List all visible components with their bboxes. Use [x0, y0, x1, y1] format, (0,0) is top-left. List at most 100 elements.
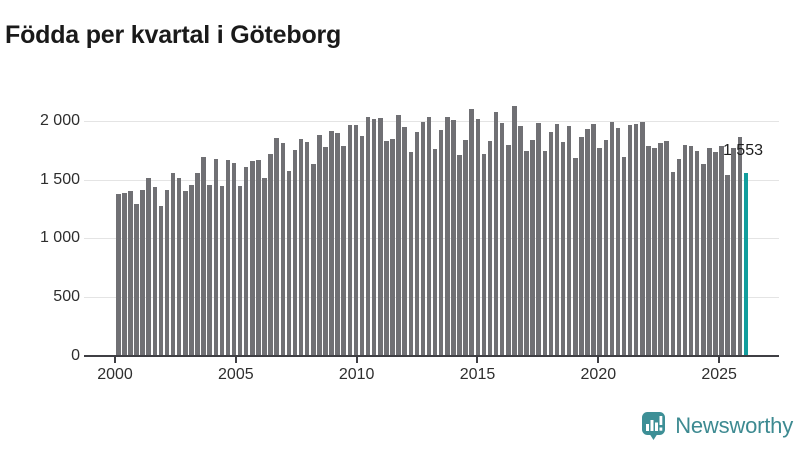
- bar: [378, 118, 383, 355]
- bar: [731, 147, 736, 355]
- y-tick-label: 1 000: [39, 229, 80, 247]
- bar: [725, 174, 730, 355]
- bar: [506, 145, 511, 355]
- bar: [371, 118, 377, 355]
- bar: [189, 184, 194, 355]
- bar: [518, 125, 523, 355]
- bar: [213, 159, 218, 355]
- x-tick-label: 2000: [97, 366, 133, 383]
- bar: [183, 190, 188, 355]
- bar: [207, 185, 212, 355]
- bar: [201, 157, 206, 355]
- bar: [231, 163, 237, 355]
- bar: [353, 124, 359, 355]
- bar-highlighted: [743, 172, 749, 355]
- bar: [713, 151, 718, 355]
- bar: [658, 143, 663, 355]
- bar: [560, 141, 566, 355]
- x-tick: [597, 357, 600, 363]
- bar: [524, 151, 529, 355]
- bar: [390, 138, 395, 355]
- bar: [146, 177, 151, 355]
- bar: [402, 127, 407, 355]
- x-tick: [114, 357, 116, 363]
- bar: [329, 130, 334, 355]
- x-tick: [718, 357, 721, 363]
- bar: [463, 139, 468, 355]
- bar: [335, 133, 340, 355]
- bar: [719, 146, 724, 355]
- bar: [707, 148, 712, 355]
- bar: [359, 135, 365, 355]
- bar: [475, 118, 481, 355]
- bar: [694, 151, 700, 355]
- bar: [633, 123, 639, 355]
- chart-title: Födda per kvartal i Göteborg: [5, 20, 342, 49]
- bar: [487, 140, 493, 355]
- bar: [597, 147, 602, 355]
- bar: [469, 108, 474, 355]
- bar: [512, 105, 517, 355]
- bar: [438, 129, 444, 355]
- bar: [554, 123, 560, 355]
- bar: [225, 160, 231, 355]
- bar: [493, 112, 499, 355]
- bar: [621, 156, 627, 355]
- bar: [237, 185, 243, 355]
- x-tick: [234, 357, 237, 363]
- bar: [420, 122, 426, 355]
- x-tick: [476, 357, 479, 363]
- bar: [457, 154, 462, 355]
- bar: [250, 160, 255, 355]
- x-axis-line: [84, 355, 779, 357]
- bar: [646, 145, 651, 355]
- y-tick-label: 500: [53, 287, 80, 305]
- y-tick-label: 2 000: [39, 111, 80, 129]
- x-tick-label: 2020: [580, 366, 617, 383]
- bar: [603, 139, 608, 355]
- bar: [134, 204, 139, 355]
- bar: [311, 164, 316, 355]
- bar: [274, 138, 279, 355]
- bar: [140, 190, 145, 355]
- bar: [170, 173, 176, 355]
- bar: [122, 193, 127, 355]
- bar: [219, 185, 225, 355]
- bar: [548, 132, 554, 355]
- x-tick: [355, 357, 358, 363]
- bar: [737, 136, 743, 355]
- bar: [573, 158, 578, 355]
- y-tick-label: 0: [71, 346, 80, 364]
- bar: [609, 121, 615, 355]
- bar: [286, 171, 292, 355]
- bar: [414, 131, 420, 355]
- x-tick-label: 2010: [338, 366, 375, 383]
- bar: [292, 149, 298, 355]
- bar: [426, 117, 432, 355]
- newsworthy-bubble-chart-icon: [641, 411, 667, 441]
- bar: [268, 154, 273, 355]
- y-tick-label: 1 500: [39, 170, 80, 188]
- bar: [323, 146, 328, 355]
- bar: [256, 160, 261, 355]
- gridline: [84, 296, 779, 298]
- bar: [262, 178, 267, 355]
- bar: [530, 139, 535, 355]
- bar: [451, 119, 456, 355]
- brand-logo: Newsworthy: [641, 411, 793, 441]
- bar: [164, 189, 170, 355]
- bar: [384, 141, 389, 355]
- bar: [317, 134, 322, 355]
- bar: [682, 145, 688, 355]
- bar: [579, 136, 584, 355]
- bar: [640, 122, 645, 355]
- bar: [304, 142, 310, 355]
- bar: [701, 164, 706, 355]
- bar: [585, 128, 590, 355]
- bar: [664, 141, 669, 355]
- x-tick-label: 2005: [218, 366, 254, 383]
- gridline: [84, 179, 779, 181]
- bar: [445, 117, 450, 355]
- x-tick-label: 2015: [459, 366, 496, 383]
